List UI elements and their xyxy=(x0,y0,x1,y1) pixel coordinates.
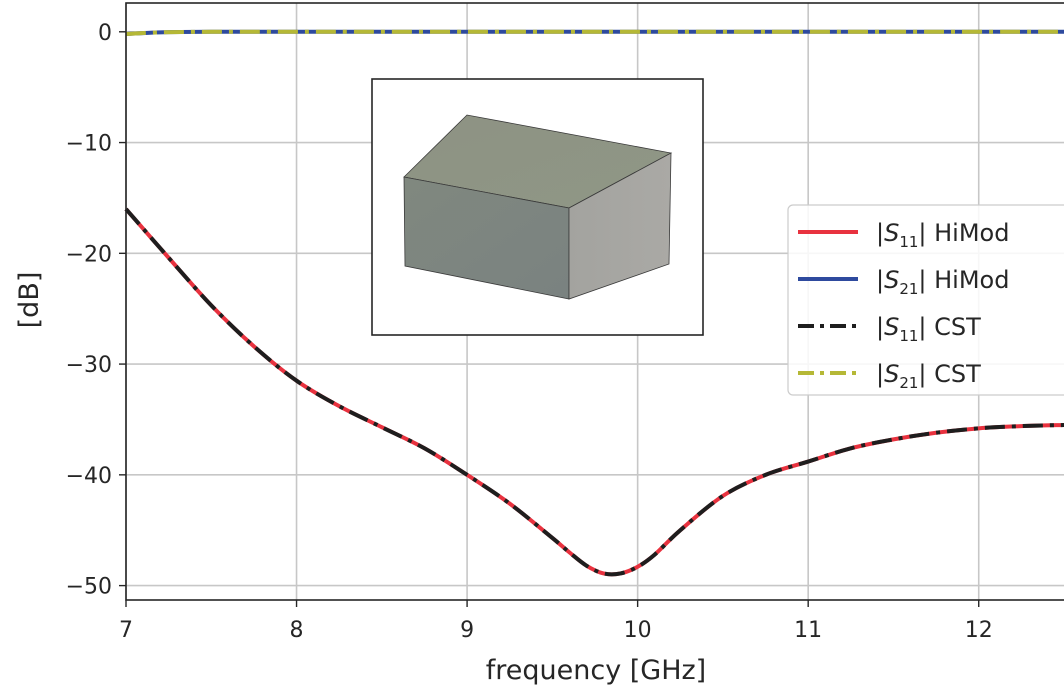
x-tick-label: 11 xyxy=(794,618,822,643)
x-axis-label: frequency [GHz] xyxy=(486,655,706,686)
legend-entry: |S21| HiMod xyxy=(876,266,1009,298)
y-axis-label: [dB] xyxy=(14,272,45,329)
y-tick-label: −40 xyxy=(66,464,112,489)
y-tick-label: −20 xyxy=(66,242,112,267)
ticks: 7 8 9 10 11 12 0 −10 −20 −30 −40 −50 xyxy=(66,21,993,643)
x-tick-label: 12 xyxy=(965,618,993,643)
inset-3d-block xyxy=(371,78,704,336)
legend: |S11| HiMod |S21| HiMod |S11| CST |S21| CST xyxy=(787,204,1064,396)
y-tick-label: −30 xyxy=(66,353,112,378)
series-line xyxy=(125,29,1064,37)
legend-entry: |S11| HiMod xyxy=(876,219,1009,251)
plot-frame xyxy=(125,2,1064,601)
legend-entry: |S11| CST xyxy=(876,313,981,345)
x-tick-label: 7 xyxy=(119,618,133,643)
x-tick-label: 8 xyxy=(290,618,304,643)
y-tick-label: −50 xyxy=(66,575,112,600)
y-tick-label: 0 xyxy=(98,21,112,46)
x-tick-label: 9 xyxy=(460,618,474,643)
series-line xyxy=(124,207,1064,577)
y-tick-label: −10 xyxy=(66,132,112,157)
legend-entry: |S21| CST xyxy=(876,360,981,392)
x-tick-label: 10 xyxy=(624,618,652,643)
series-layer xyxy=(124,29,1064,577)
